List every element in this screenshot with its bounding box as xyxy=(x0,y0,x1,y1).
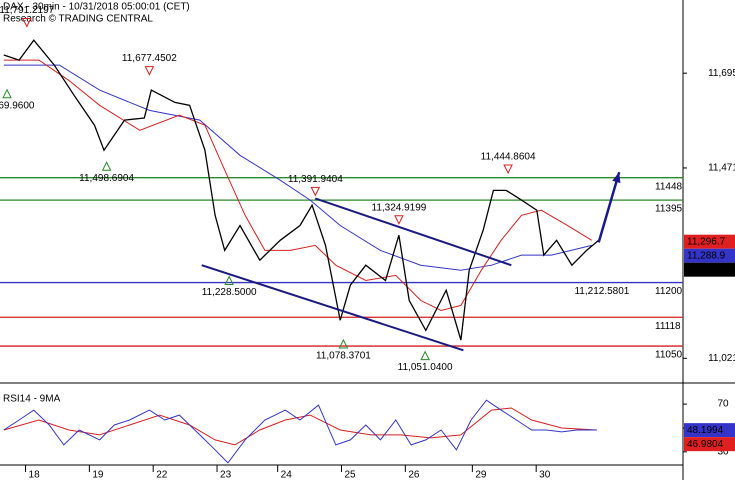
annotation-label: 11,212.5801 xyxy=(574,286,629,297)
high-marker xyxy=(144,66,155,76)
last-value-box xyxy=(684,234,735,249)
annotation-label: 11,051.0400 xyxy=(398,362,453,373)
level-label: 11118 xyxy=(655,321,681,332)
rsi-title: RSI14 - 9MA xyxy=(3,394,61,405)
level-label: 11448 xyxy=(655,181,683,192)
x-tick-label: 29 xyxy=(475,470,487,480)
high-marker xyxy=(503,164,513,175)
y-tick-label: 30 xyxy=(717,447,729,458)
high-marker xyxy=(310,186,321,197)
last-value-label: 11,287.4 xyxy=(687,264,726,275)
low-marker xyxy=(101,161,112,171)
annotation-label: 11,391.9404 xyxy=(288,174,343,185)
high-marker xyxy=(22,17,32,28)
series-line xyxy=(3,407,597,446)
trend-line xyxy=(314,197,512,267)
x-tick-label: 25 xyxy=(345,470,357,480)
annotation-label: 11,669.9600 xyxy=(0,100,35,111)
y-tick-label: 70 xyxy=(717,399,729,410)
annotation-label: 11,498.6904 xyxy=(79,173,134,184)
y-tick-label: 11,471 xyxy=(708,163,735,174)
low-marker xyxy=(420,350,430,361)
last-value-label: 11,288.9 xyxy=(687,250,726,261)
x-tick-label: 23 xyxy=(220,470,232,480)
last-value-box xyxy=(684,437,735,452)
header-subtitle: Research © TRADING CENTRAL xyxy=(3,14,153,25)
low-marker xyxy=(224,275,234,286)
annotation-label: 11,078.3701 xyxy=(316,351,371,362)
level-label: 11395 xyxy=(655,204,683,215)
annotation-label: 11,677.4502 xyxy=(122,53,177,64)
annotation-label: 11,324.9199 xyxy=(372,202,427,213)
last-value-box xyxy=(684,423,735,438)
y-tick-label: 11,021 xyxy=(708,353,735,364)
last-value-label: 11,296.7 xyxy=(687,236,726,247)
low-marker xyxy=(2,88,12,99)
last-value-label: 48.1994 xyxy=(687,425,724,436)
low-marker xyxy=(338,338,349,349)
trend-line xyxy=(201,264,464,352)
forecast-arrow xyxy=(597,171,621,243)
annotation-label: 11,444.8604 xyxy=(481,152,536,163)
x-tick-label: 26 xyxy=(408,470,420,480)
x-tick-label: 30 xyxy=(539,470,551,480)
series-line xyxy=(3,59,592,312)
level-label: 11050 xyxy=(655,350,683,361)
last-value-box xyxy=(684,248,735,263)
arrow-head xyxy=(612,172,621,184)
last-value-box xyxy=(684,262,735,277)
high-marker xyxy=(394,215,404,225)
x-tick-label: 24 xyxy=(281,470,293,480)
level-label: 11200 xyxy=(655,286,683,297)
header-title: DAX - 30min - 10/31/2018 05:00:01 (CET) xyxy=(3,2,190,13)
y-tick-label: 11,695 xyxy=(708,68,735,79)
x-tick-label: 18 xyxy=(29,470,41,480)
series-line xyxy=(3,399,597,464)
x-tick-label: 19 xyxy=(92,470,104,480)
annotation-label: 11,791.2197 xyxy=(0,5,55,16)
annotation-label: 11,228.5000 xyxy=(202,287,257,298)
x-tick-label: 22 xyxy=(156,470,168,480)
last-value-label: 46.9804 xyxy=(687,439,724,450)
series-line xyxy=(3,39,600,341)
series-line xyxy=(3,64,592,271)
